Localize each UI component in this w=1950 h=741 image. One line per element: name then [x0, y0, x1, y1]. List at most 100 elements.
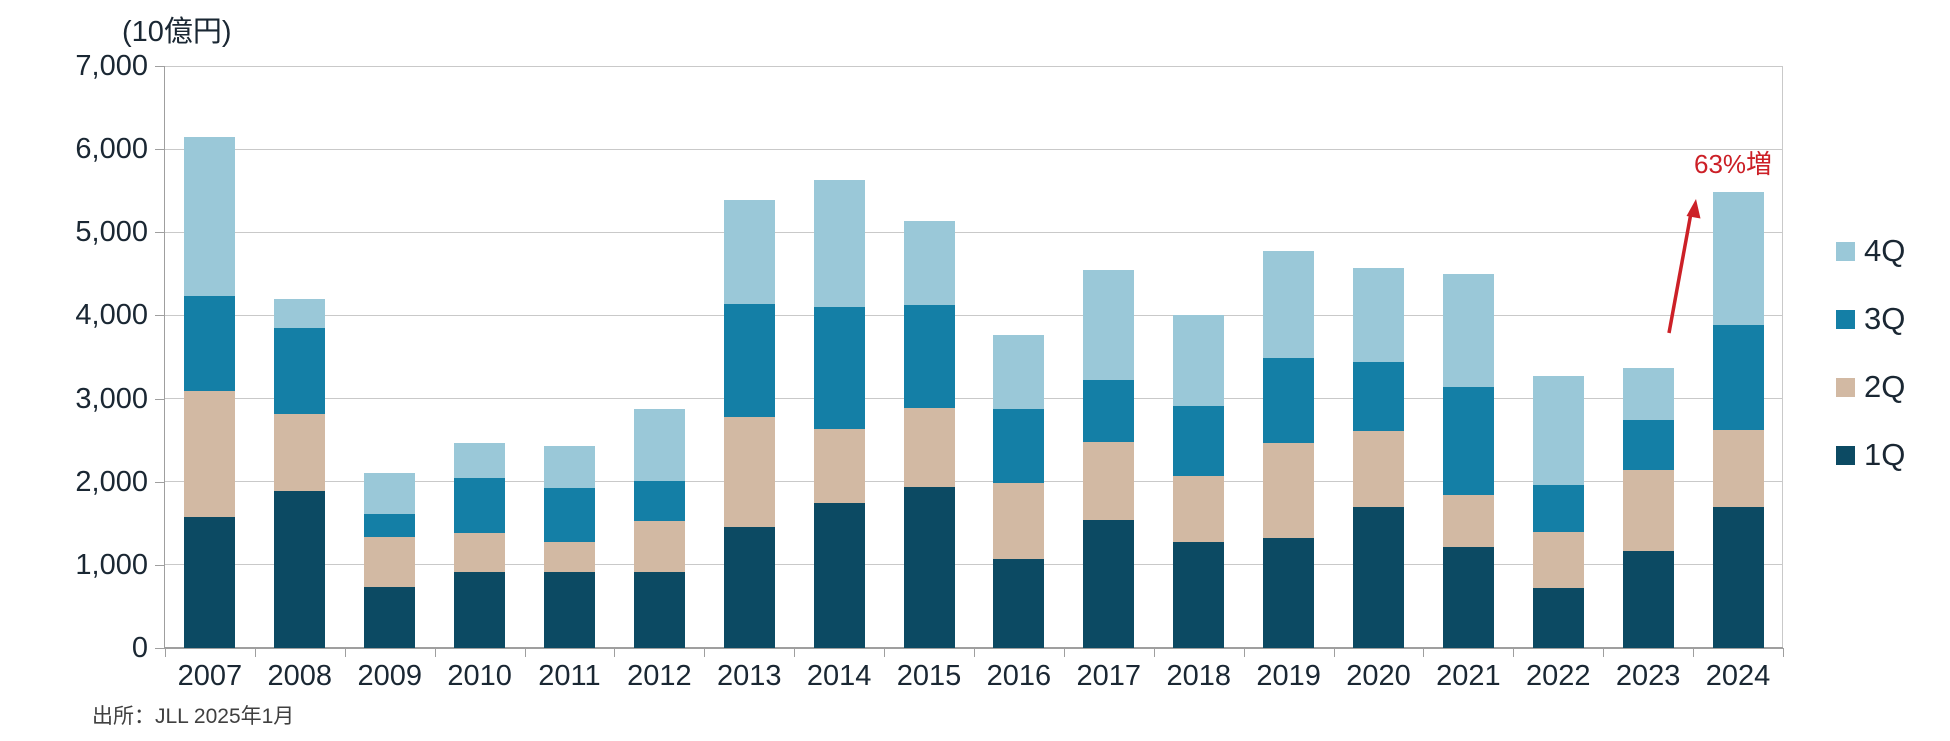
bar-2011-1Q: [544, 572, 595, 648]
bar-2014-4Q: [813, 179, 865, 308]
bar-2010-2Q: [454, 533, 506, 573]
bar-2022-4Q: [1532, 376, 1584, 486]
bar-2019-1Q: [1263, 538, 1315, 648]
y-tick-label: 0: [131, 632, 148, 664]
bar-2013-2Q: [723, 416, 775, 527]
bar-2011-4Q: [544, 445, 595, 489]
x-category-label: 2012: [627, 660, 692, 692]
y-tick-mark: [155, 481, 165, 483]
bar-2014-3Q: [813, 307, 865, 429]
bar-2007-1Q: [184, 516, 236, 648]
legend-swatch-1Q: [1836, 445, 1855, 465]
legend-item-2Q: 2Q: [1836, 369, 1905, 405]
bar-2018-1Q: [1173, 541, 1225, 648]
bar-2013-3Q: [723, 303, 775, 417]
bar-2022-3Q: [1532, 485, 1584, 532]
x-tick-mark: [434, 648, 436, 657]
bar-2019-4Q: [1263, 251, 1315, 358]
x-category-label: 2013: [717, 660, 782, 692]
x-category-label: 2009: [357, 660, 422, 692]
bar-2019-2Q: [1263, 443, 1315, 539]
bar-2012-2Q: [633, 520, 685, 573]
increase-annotation: 63%増: [1694, 149, 1773, 179]
x-tick-mark: [165, 648, 166, 657]
bar-2023-3Q: [1622, 420, 1674, 471]
y-tick-mark: [155, 66, 165, 67]
y-tick-label: 3,000: [75, 382, 148, 415]
bar-2015-4Q: [903, 220, 955, 305]
bar-2007-4Q: [184, 136, 236, 297]
bar-2009-3Q: [364, 514, 416, 538]
bar-2007-2Q: [184, 391, 236, 517]
gridline-1000: [165, 564, 1783, 566]
x-tick-mark: [1243, 648, 1245, 657]
x-tick-mark: [254, 648, 256, 657]
y-tick-label: 6,000: [75, 133, 148, 166]
y-tick-label: 7,000: [75, 50, 148, 82]
bar-2015-3Q: [903, 304, 955, 408]
x-category-label: 2017: [1076, 660, 1142, 692]
x-tick-mark: [524, 648, 526, 657]
legend-item-4Q: 4Q: [1836, 233, 1905, 269]
gridline-5000: [165, 231, 1783, 233]
bar-2020-1Q: [1353, 506, 1404, 648]
axis-unit-label: (10億円): [122, 16, 232, 48]
x-category-label: 2020: [1346, 660, 1411, 692]
x-category-label: 2018: [1166, 660, 1231, 692]
x-tick-mark: [1333, 648, 1335, 657]
bar-2012-3Q: [633, 480, 685, 521]
y-tick-mark: [155, 315, 165, 317]
x-category-label: 2019: [1256, 660, 1321, 692]
y-tick-label: 1,000: [75, 548, 148, 581]
bar-2024-2Q: [1712, 430, 1764, 507]
gridline-2000: [165, 481, 1783, 483]
bar-2021-1Q: [1442, 546, 1494, 648]
bar-2009-1Q: [364, 587, 416, 648]
bar-2020-2Q: [1353, 431, 1404, 507]
bar-2023-4Q: [1622, 367, 1674, 421]
bar-2021-3Q: [1442, 386, 1494, 496]
y-tick-mark: [155, 648, 165, 649]
bar-2018-4Q: [1173, 315, 1225, 407]
x-category-label: 2007: [177, 660, 243, 692]
y-tick-mark: [155, 232, 165, 234]
y-tick-label: 5,000: [75, 216, 148, 249]
x-category-label: 2024: [1705, 660, 1771, 692]
bar-2023-1Q: [1622, 550, 1674, 648]
bar-2022-1Q: [1532, 588, 1584, 648]
bar-2015-1Q: [903, 486, 955, 648]
x-category-label: 2011: [538, 660, 601, 692]
bar-2016-2Q: [993, 483, 1045, 560]
bar-2008-4Q: [274, 298, 326, 328]
bar-2010-4Q: [454, 442, 506, 479]
bar-2015-2Q: [903, 407, 955, 487]
x-tick-mark: [344, 648, 346, 657]
bar-2021-2Q: [1442, 495, 1494, 547]
gridline-7000: [165, 65, 1783, 67]
bar-2024-3Q: [1712, 325, 1764, 431]
bar-2011-3Q: [544, 488, 595, 543]
bar-2009-4Q: [364, 472, 416, 515]
legend-label: 3Q: [1864, 301, 1906, 336]
bar-2008-2Q: [274, 413, 326, 491]
bar-2012-1Q: [633, 572, 685, 648]
bar-2020-3Q: [1353, 362, 1404, 431]
bar-2012-4Q: [633, 409, 685, 481]
x-category-label: 2022: [1526, 660, 1591, 692]
bar-2008-3Q: [274, 327, 326, 414]
legend-swatch-2Q: [1836, 377, 1855, 397]
x-category-label: 2010: [447, 660, 512, 692]
legend-swatch-3Q: [1836, 309, 1855, 329]
y-tick-label: 4,000: [75, 299, 148, 332]
x-category-label: 2008: [267, 660, 333, 692]
gridline-6000: [165, 148, 1783, 150]
legend-label: 4Q: [1864, 233, 1906, 268]
plot-area: [164, 65, 1783, 649]
bar-2017-4Q: [1083, 269, 1135, 381]
x-tick-mark: [884, 648, 886, 657]
bar-2016-1Q: [993, 559, 1045, 648]
legend-label: 1Q: [1864, 437, 1906, 472]
bar-2010-1Q: [454, 572, 506, 648]
bar-2007-3Q: [184, 296, 236, 392]
bar-2010-3Q: [454, 478, 506, 534]
